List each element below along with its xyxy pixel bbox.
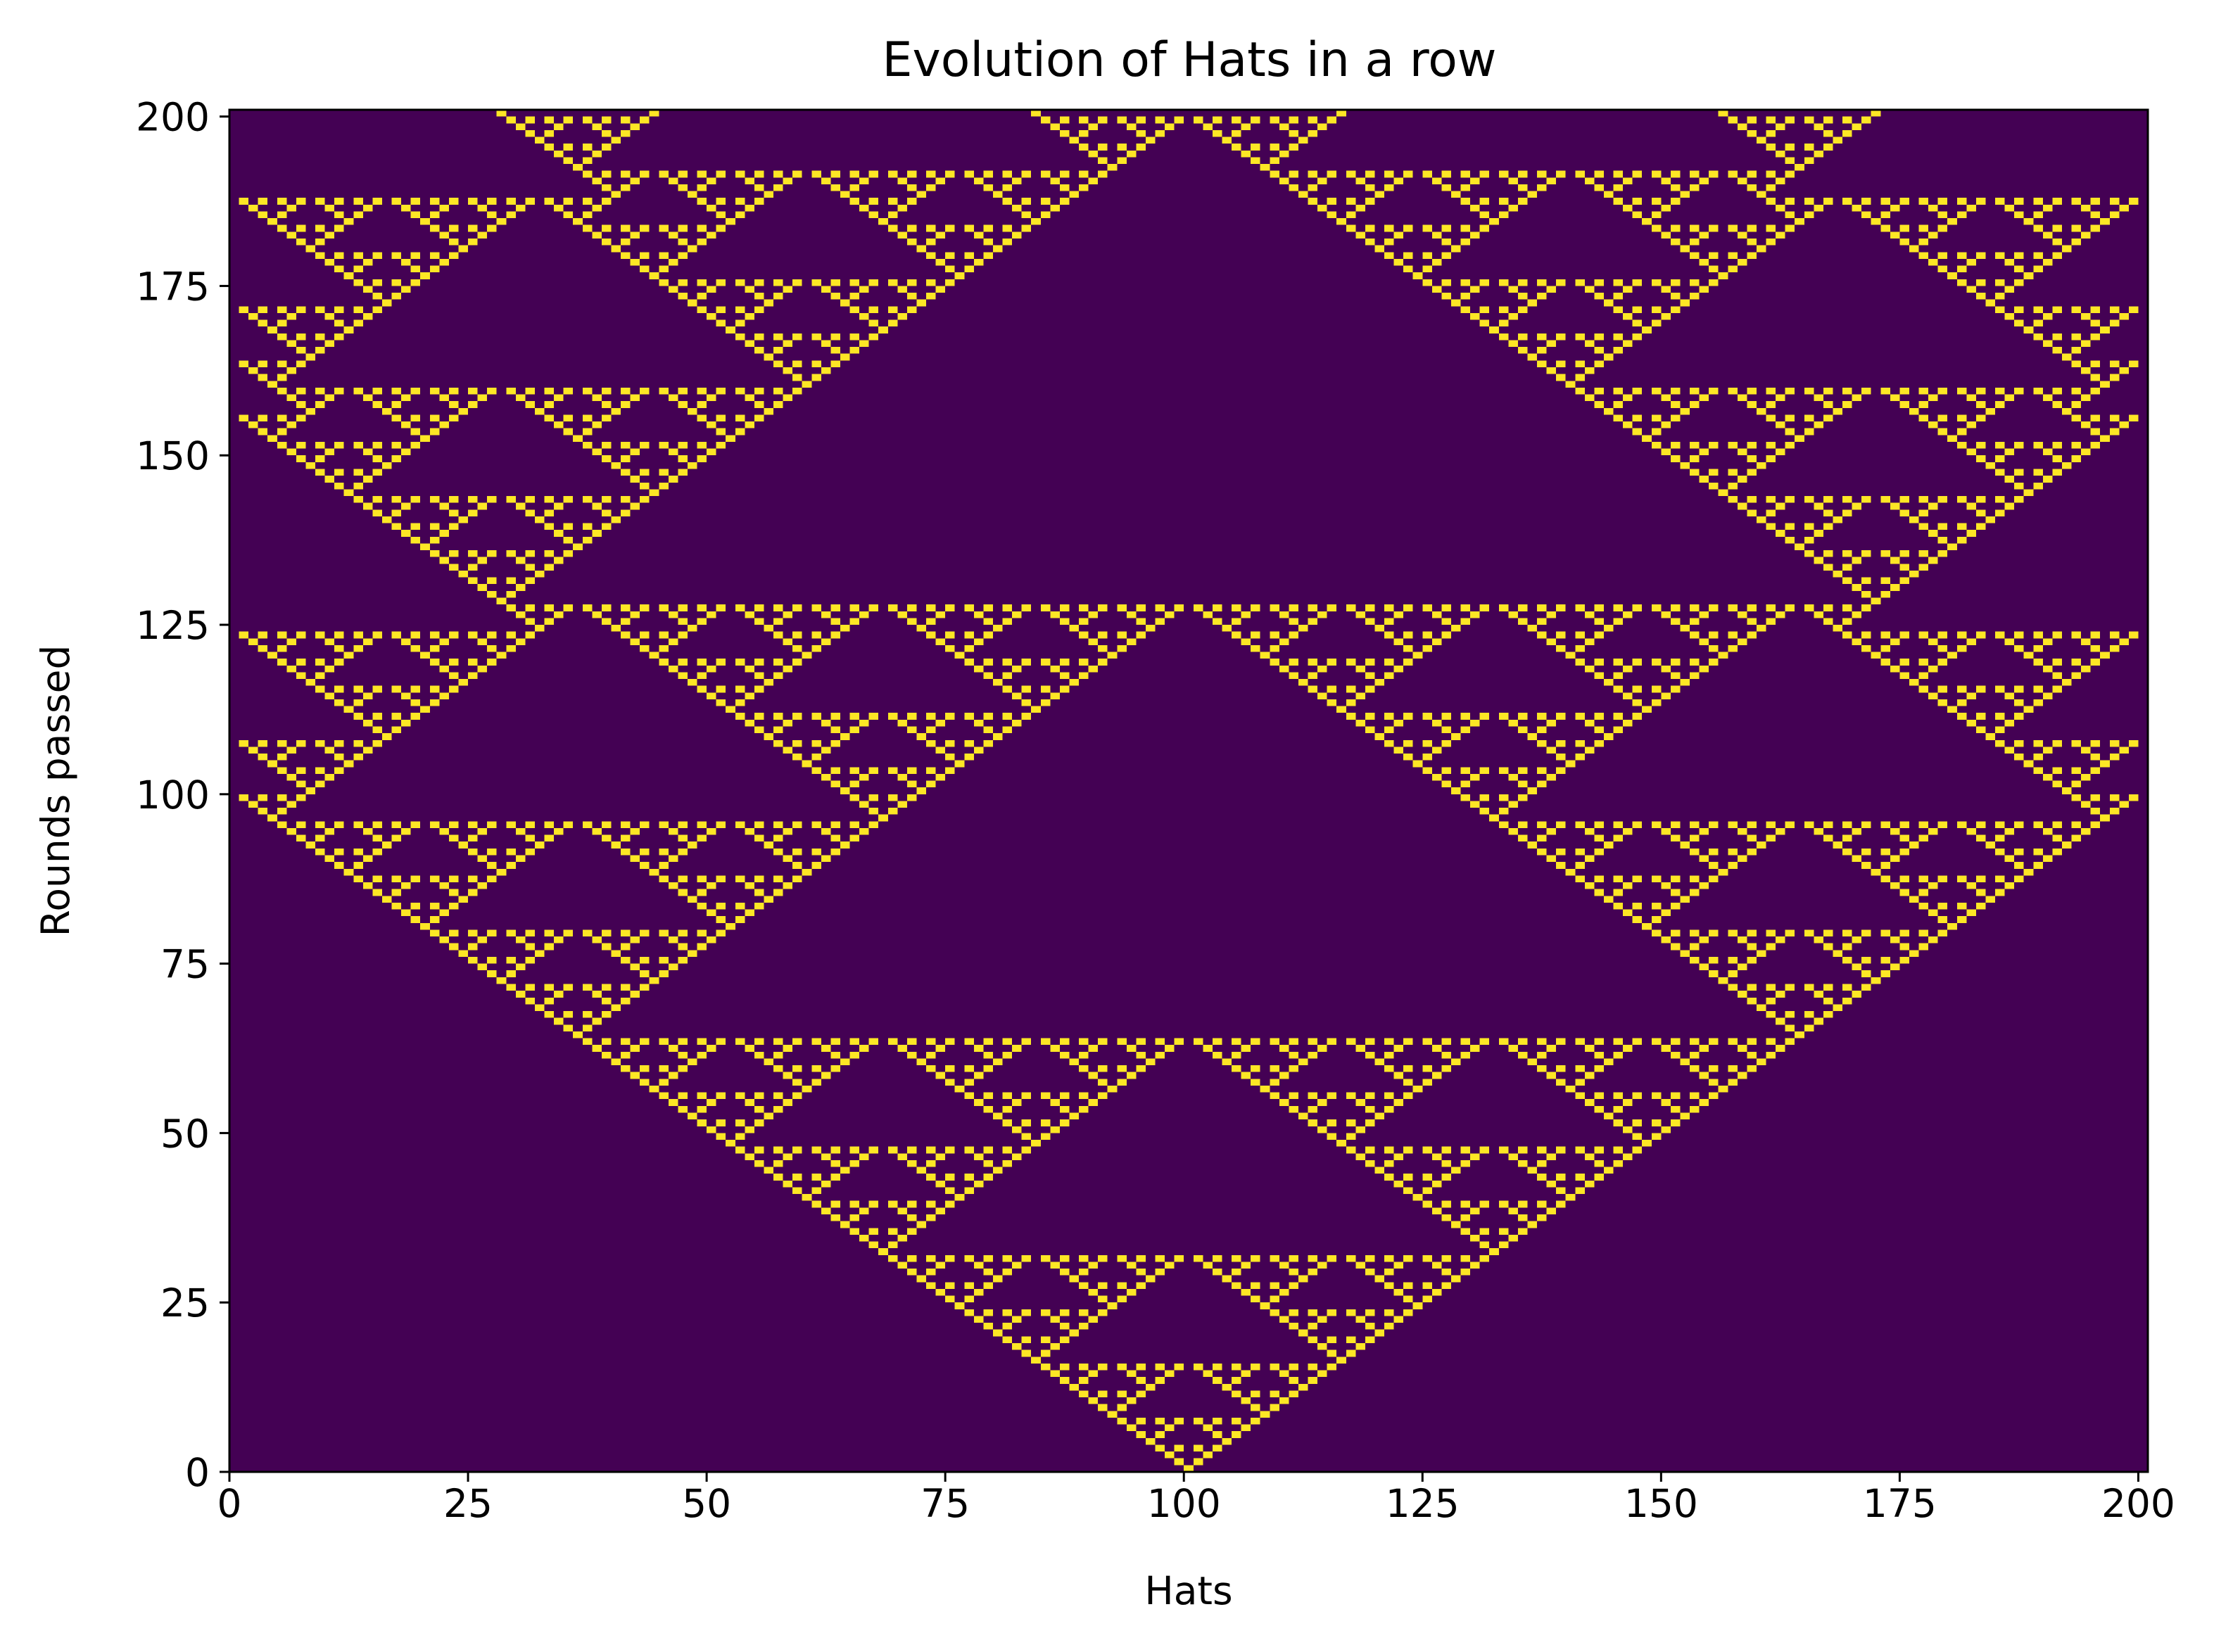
x-axis: 0 25 50 75 100 125 150 175 200	[217, 1472, 2175, 1526]
x-tick-label: 100	[1147, 1481, 1221, 1526]
y-tick-label: 50	[160, 1111, 210, 1156]
heatmap-cells	[229, 110, 2148, 1472]
chart-title: Evolution of Hats in a row	[883, 32, 1497, 88]
x-tick-label: 0	[217, 1481, 242, 1526]
y-tick-label: 100	[136, 773, 210, 818]
plot-area	[228, 108, 2149, 1473]
plot-frame	[228, 108, 2149, 1473]
x-tick-label: 150	[1624, 1481, 1698, 1526]
y-tick-label: 25	[160, 1281, 210, 1326]
y-tick-label: 0	[185, 1450, 210, 1495]
y-tick-label: 125	[136, 603, 210, 648]
y-tick-label: 150	[136, 433, 210, 478]
x-tick-label: 125	[1386, 1481, 1460, 1526]
y-axis-label: Rounds passed	[33, 645, 78, 937]
y-tick-label: 200	[136, 95, 210, 140]
x-axis-label: Hats	[1144, 1568, 1232, 1613]
x-tick-label: 200	[2101, 1481, 2175, 1526]
y-tick-label: 75	[160, 942, 210, 987]
x-tick-label: 25	[443, 1481, 493, 1526]
y-tick-label: 175	[136, 264, 210, 309]
y-axis: 0 25 50 75 100 125 150 175 200	[136, 95, 229, 1495]
x-tick-label: 50	[682, 1481, 731, 1526]
x-tick-label: 175	[1863, 1481, 1937, 1526]
x-tick-label: 75	[921, 1481, 970, 1526]
